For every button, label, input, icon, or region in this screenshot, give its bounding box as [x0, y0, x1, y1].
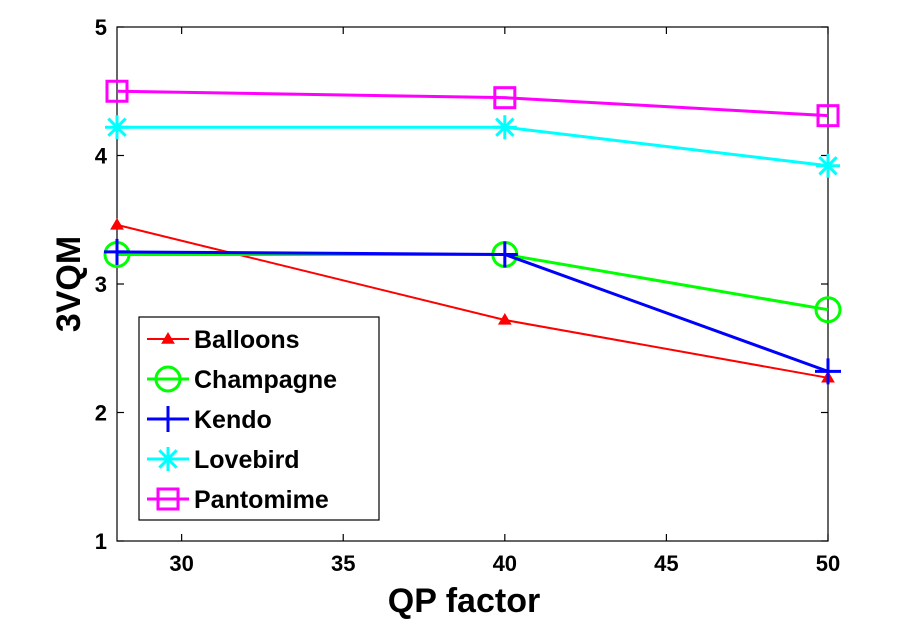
- data-point-kendo: [104, 238, 130, 265]
- x-tick-label: 45: [654, 551, 678, 576]
- legend-marker-pantomime: [156, 487, 180, 511]
- legend-label-champagne: Champagne: [194, 366, 337, 394]
- series-lovebird: [105, 115, 840, 178]
- data-point-pantomime: [105, 79, 129, 103]
- x-tick-label: 35: [331, 551, 355, 576]
- legend-item-kendo: Kendo: [147, 406, 272, 434]
- data-point-pantomime: [493, 86, 517, 110]
- x-tick-label: 50: [816, 551, 840, 576]
- data-series: [103, 79, 842, 385]
- legend-item-pantomime: Pantomime: [147, 486, 329, 514]
- data-point-balloons: [110, 217, 124, 230]
- data-point-lovebird: [105, 115, 129, 140]
- data-point-lovebird: [816, 153, 840, 178]
- legend-item-lovebird: Lovebird: [147, 446, 300, 474]
- y-axis-label: 3VQM: [50, 236, 88, 332]
- y-tick-label: 3: [95, 272, 107, 297]
- legend-marker-balloons: [161, 332, 175, 344]
- legend-label-pantomime: Pantomime: [194, 486, 329, 514]
- legend-marker-kendo: [155, 406, 181, 432]
- series-pantomime: [105, 79, 840, 128]
- legend-label-kendo: Kendo: [194, 406, 272, 434]
- series-line-pantomime: [116, 89, 829, 118]
- legend-item-balloons: Balloons: [147, 326, 300, 354]
- y-tick-label: 5: [95, 15, 107, 40]
- y-tick-label: 1: [95, 529, 107, 554]
- x-axis-label: QP factor: [388, 582, 540, 620]
- x-tick-label: 30: [169, 551, 193, 576]
- data-point-kendo: [491, 241, 518, 268]
- series-kendo: [104, 238, 841, 385]
- data-point-lovebird: [492, 115, 517, 140]
- series-balloons: [110, 217, 835, 383]
- legend-label-balloons: Balloons: [194, 326, 300, 354]
- legend: Balloons Champagne Kendo Lovebird Pantomime: [138, 316, 380, 521]
- legend-label-lovebird: Lovebird: [194, 446, 300, 474]
- legend-item-champagne: Champagne: [147, 365, 337, 394]
- data-point-balloons: [497, 312, 512, 325]
- data-point-kendo: [815, 358, 841, 385]
- y-tick-label: 2: [95, 401, 107, 426]
- data-point-pantomime: [816, 104, 840, 128]
- data-point-champagne: [814, 296, 842, 324]
- legend-marker-lovebird: [156, 447, 180, 471]
- legend-marker-champagne: [154, 365, 182, 393]
- x-tick-label: 40: [493, 551, 517, 576]
- y-tick-label: 4: [95, 144, 108, 169]
